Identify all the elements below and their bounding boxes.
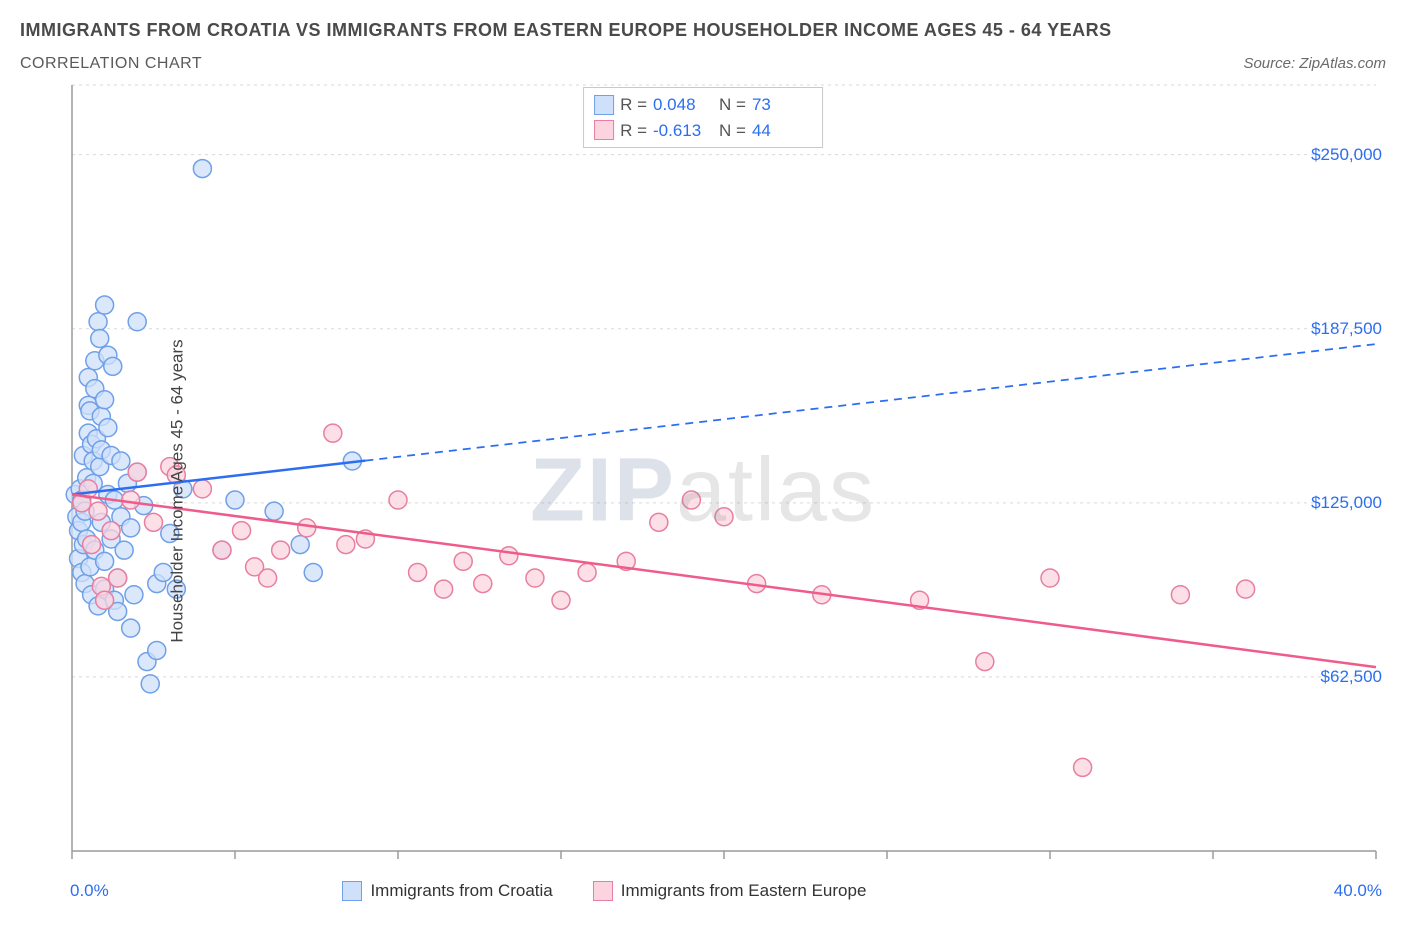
n-value-croatia: 73 [752, 92, 812, 118]
y-axis-title: Householder Income Ages 45 - 64 years [168, 339, 188, 642]
stats-legend: R = 0.048 N = 73 R = -0.613 N = 44 [583, 87, 823, 148]
x-axis-max: 40.0% [1334, 881, 1382, 901]
stats-row-eastern: R = -0.613 N = 44 [594, 118, 812, 144]
y-tick-label: $187,500 [1311, 319, 1382, 339]
chart-subtitle: CORRELATION CHART [20, 55, 202, 73]
bottom-legend: 0.0% Immigrants from Croatia Immigrants … [20, 881, 1386, 901]
source-label: Source: ZipAtlas.com [1243, 55, 1386, 72]
y-tick-label: $62,500 [1321, 667, 1382, 687]
swatch-croatia-icon [342, 881, 362, 901]
x-axis-min: 0.0% [70, 881, 109, 901]
stats-row-croatia: R = 0.048 N = 73 [594, 92, 812, 118]
r-value-croatia: 0.048 [653, 92, 713, 118]
legend-item-eastern: Immigrants from Eastern Europe [593, 881, 867, 901]
r-value-eastern: -0.613 [653, 118, 713, 144]
n-value-eastern: 44 [752, 118, 812, 144]
correlation-chart: Householder Income Ages 45 - 64 years ZI… [20, 81, 1386, 901]
swatch-eastern-icon [593, 881, 613, 901]
y-tick-label: $125,000 [1311, 493, 1382, 513]
scatter-plot-svg [20, 81, 1386, 875]
chart-title: IMMIGRANTS FROM CROATIA VS IMMIGRANTS FR… [20, 20, 1386, 41]
legend-item-croatia: Immigrants from Croatia [342, 881, 552, 901]
swatch-eastern [594, 120, 614, 140]
swatch-croatia [594, 95, 614, 115]
y-tick-label: $250,000 [1311, 145, 1382, 165]
header: IMMIGRANTS FROM CROATIA VS IMMIGRANTS FR… [20, 20, 1386, 73]
